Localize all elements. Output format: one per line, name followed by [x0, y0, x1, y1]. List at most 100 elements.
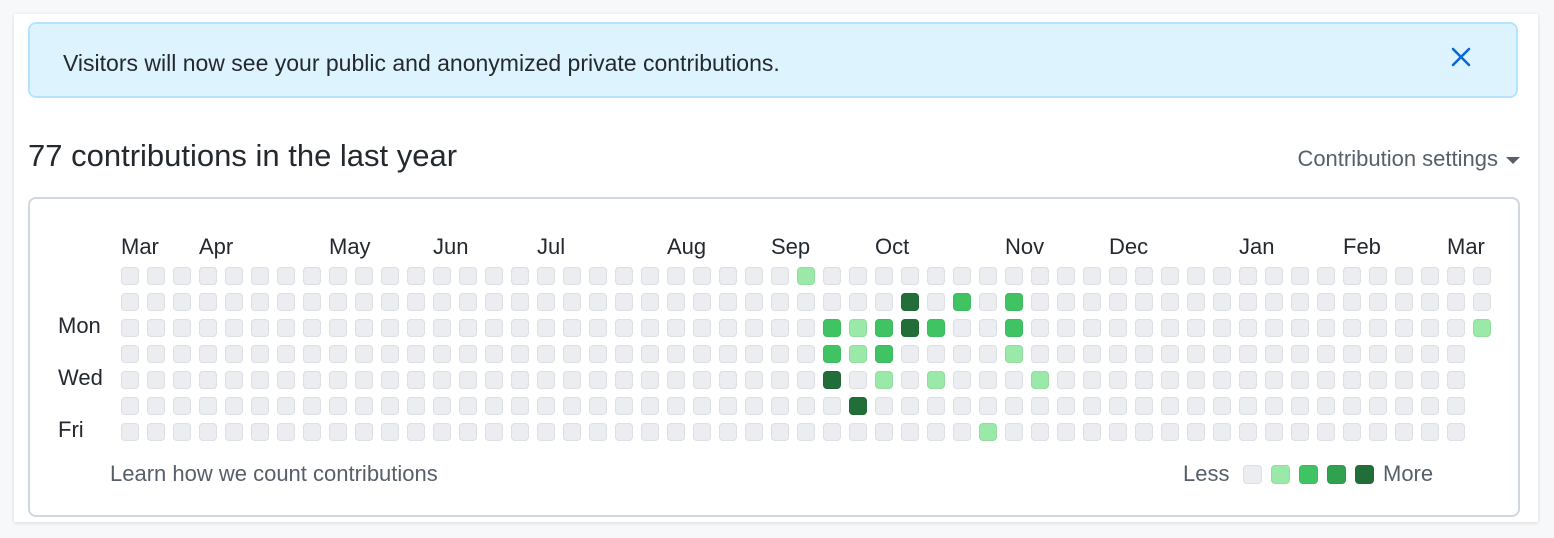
contribution-day[interactable]	[173, 397, 191, 415]
contribution-day[interactable]	[849, 319, 867, 337]
contribution-day[interactable]	[173, 345, 191, 363]
contribution-day[interactable]	[1421, 293, 1439, 311]
contribution-day[interactable]	[979, 397, 997, 415]
contribution-day[interactable]	[953, 423, 971, 441]
contribution-day[interactable]	[537, 371, 555, 389]
contribution-day[interactable]	[693, 293, 711, 311]
contribution-day[interactable]	[927, 267, 945, 285]
contribution-day[interactable]	[1135, 423, 1153, 441]
contribution-day[interactable]	[407, 267, 425, 285]
contribution-day[interactable]	[1057, 293, 1075, 311]
contribution-day[interactable]	[1161, 345, 1179, 363]
contribution-day[interactable]	[1291, 319, 1309, 337]
contribution-day[interactable]	[693, 423, 711, 441]
contribution-day[interactable]	[277, 397, 295, 415]
contribution-day[interactable]	[953, 397, 971, 415]
contribution-day[interactable]	[1005, 423, 1023, 441]
contribution-day[interactable]	[199, 345, 217, 363]
contribution-day[interactable]	[849, 345, 867, 363]
contribution-day[interactable]	[225, 319, 243, 337]
contribution-day[interactable]	[355, 293, 373, 311]
contribution-day[interactable]	[225, 267, 243, 285]
contribution-day[interactable]	[563, 371, 581, 389]
contribution-day[interactable]	[303, 397, 321, 415]
contribution-day[interactable]	[1265, 293, 1283, 311]
contribution-day[interactable]	[1005, 267, 1023, 285]
contribution-day[interactable]	[1005, 371, 1023, 389]
learn-how-we-count-link[interactable]: Learn how we count contributions	[110, 461, 438, 486]
contribution-day[interactable]	[719, 267, 737, 285]
contribution-day[interactable]	[615, 371, 633, 389]
contribution-day[interactable]	[277, 267, 295, 285]
contribution-day[interactable]	[303, 423, 321, 441]
contribution-day[interactable]	[771, 423, 789, 441]
contribution-day[interactable]	[641, 397, 659, 415]
contribution-day[interactable]	[1447, 371, 1465, 389]
contribution-day[interactable]	[849, 423, 867, 441]
contribution-day[interactable]	[927, 371, 945, 389]
contribution-day[interactable]	[1057, 371, 1075, 389]
contribution-day[interactable]	[407, 293, 425, 311]
contribution-day[interactable]	[1473, 293, 1491, 311]
contribution-day[interactable]	[303, 371, 321, 389]
contribution-day[interactable]	[433, 267, 451, 285]
contribution-day[interactable]	[1317, 267, 1335, 285]
contribution-day[interactable]	[1083, 293, 1101, 311]
contribution-day[interactable]	[849, 397, 867, 415]
contribution-day[interactable]	[693, 371, 711, 389]
contribution-day[interactable]	[1421, 423, 1439, 441]
contribution-day[interactable]	[303, 319, 321, 337]
contribution-day[interactable]	[121, 267, 139, 285]
contribution-day[interactable]	[1239, 293, 1257, 311]
contribution-day[interactable]	[1343, 293, 1361, 311]
contribution-day[interactable]	[1109, 267, 1127, 285]
contribution-day[interactable]	[1343, 423, 1361, 441]
contribution-day[interactable]	[667, 345, 685, 363]
contribution-day[interactable]	[771, 293, 789, 311]
contribution-day[interactable]	[329, 423, 347, 441]
contribution-day[interactable]	[1135, 319, 1153, 337]
contribution-day[interactable]	[511, 371, 529, 389]
contribution-day[interactable]	[641, 319, 659, 337]
contribution-day[interactable]	[1473, 267, 1491, 285]
contribution-day[interactable]	[1135, 293, 1153, 311]
contribution-day[interactable]	[1421, 397, 1439, 415]
contribution-day[interactable]	[1447, 319, 1465, 337]
contribution-day[interactable]	[251, 267, 269, 285]
contribution-day[interactable]	[329, 397, 347, 415]
contribution-day[interactable]	[381, 397, 399, 415]
contribution-day[interactable]	[1447, 397, 1465, 415]
contribution-day[interactable]	[953, 267, 971, 285]
contribution-day[interactable]	[1083, 371, 1101, 389]
contribution-day[interactable]	[1291, 267, 1309, 285]
contribution-day[interactable]	[277, 345, 295, 363]
contribution-day[interactable]	[1239, 319, 1257, 337]
contribution-day[interactable]	[797, 319, 815, 337]
contribution-day[interactable]	[199, 267, 217, 285]
contribution-day[interactable]	[147, 293, 165, 311]
contribution-day[interactable]	[875, 423, 893, 441]
contribution-day[interactable]	[1395, 345, 1413, 363]
contribution-day[interactable]	[719, 345, 737, 363]
contribution-day[interactable]	[1317, 319, 1335, 337]
contribution-day[interactable]	[355, 345, 373, 363]
contribution-day[interactable]	[667, 293, 685, 311]
contribution-day[interactable]	[1265, 267, 1283, 285]
contribution-day[interactable]	[173, 319, 191, 337]
contribution-day[interactable]	[485, 371, 503, 389]
contribution-day[interactable]	[563, 293, 581, 311]
contribution-day[interactable]	[563, 267, 581, 285]
contribution-day[interactable]	[433, 345, 451, 363]
contribution-day[interactable]	[771, 267, 789, 285]
contribution-day[interactable]	[173, 423, 191, 441]
contribution-day[interactable]	[1317, 397, 1335, 415]
contribution-day[interactable]	[1343, 319, 1361, 337]
contribution-day[interactable]	[1317, 423, 1335, 441]
contribution-day[interactable]	[979, 267, 997, 285]
contribution-day[interactable]	[1135, 371, 1153, 389]
contribution-day[interactable]	[1395, 397, 1413, 415]
contribution-day[interactable]	[1343, 371, 1361, 389]
contribution-day[interactable]	[121, 293, 139, 311]
contribution-day[interactable]	[277, 423, 295, 441]
contribution-day[interactable]	[1109, 371, 1127, 389]
